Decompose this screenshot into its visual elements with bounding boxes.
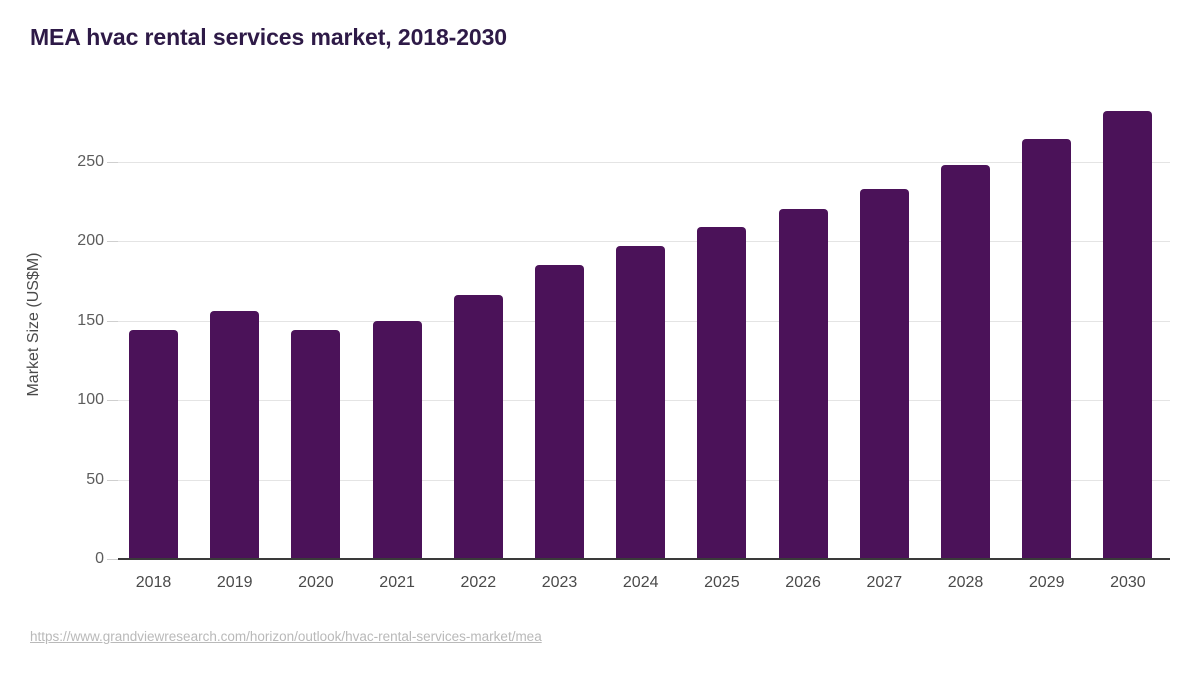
x-axis-tick-label: 2028 <box>947 574 984 591</box>
y-axis-tick-label: 100 <box>77 391 104 409</box>
bar-2025[interactable] <box>697 226 747 559</box>
gridline <box>118 241 1170 243</box>
gridline <box>118 161 1170 163</box>
bar-2030[interactable] <box>1103 110 1153 559</box>
bar-2027[interactable] <box>859 188 909 559</box>
y-axis-tick-label: 0 <box>95 550 104 567</box>
y-axis-tick-label: 200 <box>77 232 104 250</box>
plot-area <box>107 90 1170 560</box>
bar-2022[interactable] <box>453 295 503 559</box>
bar-2029[interactable] <box>1022 139 1072 559</box>
bar-2024[interactable] <box>616 245 666 559</box>
page-title: MEA hvac rental services market, 2018-20… <box>30 24 507 50</box>
x-axis-tick-label: 2022 <box>460 574 497 591</box>
x-axis-tick-label: 2025 <box>704 574 740 591</box>
x-axis-tick-label: 2026 <box>785 574 821 591</box>
x-axis-tick-label: 2020 <box>298 574 334 591</box>
y-axis-tick-label: 150 <box>77 311 104 329</box>
y-axis-tick-mark <box>107 241 118 243</box>
y-axis-tick-mark <box>107 559 118 560</box>
bar-2018[interactable] <box>129 330 178 559</box>
x-axis-tick-label: 2021 <box>379 574 415 591</box>
bar-2026[interactable] <box>778 209 828 559</box>
y-axis-tick-mark <box>107 161 118 163</box>
y-axis-tick-mark <box>107 400 118 402</box>
x-axis-tick-label: 2024 <box>622 574 659 591</box>
bar-2021[interactable] <box>372 320 422 559</box>
source-url-link[interactable]: https://www.grandviewresearch.com/horizo… <box>30 629 542 644</box>
bar-2023[interactable] <box>535 264 584 559</box>
x-axis-line <box>118 558 1170 560</box>
y-axis-tick-mark <box>107 320 118 322</box>
y-axis-tick-label: 50 <box>86 470 104 488</box>
y-axis-tick-label: 250 <box>77 152 104 170</box>
y-axis-tick-mark <box>107 479 118 481</box>
x-axis-tick-label: 2019 <box>216 574 253 591</box>
y-axis-title: Market Size (US$M) <box>25 252 42 397</box>
x-axis-tick-label: 2029 <box>1028 574 1065 591</box>
bar-2020[interactable] <box>291 330 341 559</box>
x-axis-tick-label: 2030 <box>1110 574 1146 591</box>
bar-2019[interactable] <box>210 311 260 559</box>
x-axis-tick-label: 2023 <box>541 574 578 591</box>
bar-series <box>118 90 1170 559</box>
x-axis-tick-label: 2027 <box>866 574 903 591</box>
x-axis-tick-label: 2018 <box>135 574 172 591</box>
bar-2028[interactable] <box>941 164 990 559</box>
